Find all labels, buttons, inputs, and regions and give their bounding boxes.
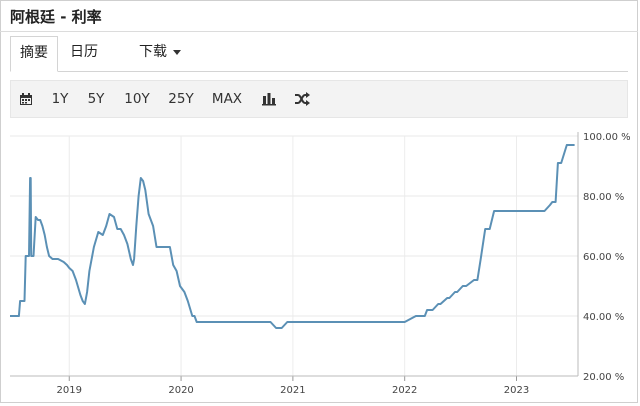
tab-calendar[interactable]: 日历 (62, 36, 106, 72)
y-tick-label: 40.00 % (583, 312, 624, 323)
y-tick-label: 80.00 % (583, 192, 624, 203)
title-divider (0, 31, 638, 32)
interest-rate-chart: 100.00 % 80.00 % 60.00 % 40.00 % 20.00 % 2019… (10, 132, 631, 396)
x-tick-label: 2019 (57, 385, 82, 396)
x-tick-label: 2021 (280, 385, 305, 396)
tab-bar: 摘要 日历 下载 (10, 36, 628, 72)
x-tick-label: 2022 (392, 385, 417, 396)
tab-download-label: 下载 (139, 44, 167, 60)
x-tick-label: 2023 (504, 385, 529, 396)
tab-summary[interactable]: 摘要 (10, 36, 58, 72)
tabs-divider (10, 71, 628, 72)
y-tick-label: 60.00 % (583, 252, 624, 263)
tab-summary-label: 摘要 (20, 45, 48, 61)
page-title: 阿根廷 - 利率 (10, 8, 102, 26)
range-10y-button[interactable]: 10Y (124, 91, 150, 107)
calendar-button[interactable] (15, 81, 37, 117)
bar-chart-button[interactable] (259, 81, 279, 117)
chart-container: 100.00 % 80.00 % 60.00 % 40.00 % 20.00 % 2019… (10, 124, 631, 402)
shuffle-button[interactable] (291, 81, 313, 117)
range-5y-button[interactable]: 5Y (87, 91, 105, 107)
y-tick-label: 20.00 % (583, 372, 624, 383)
series-line (10, 144, 575, 329)
x-tick-label: 2020 (168, 385, 193, 396)
bar-chart-icon (262, 93, 276, 106)
shuffle-icon (295, 92, 310, 106)
range-max-button[interactable]: MAX (211, 91, 243, 107)
range-25y-button[interactable]: 25Y (168, 91, 194, 107)
y-tick-label: 100.00 % (583, 132, 630, 143)
range-1y-button[interactable]: 1Y (51, 91, 69, 107)
calendar-icon (20, 93, 32, 105)
tab-calendar-label: 日历 (70, 44, 98, 60)
tab-download[interactable]: 下载 (132, 36, 188, 72)
chevron-down-icon (173, 49, 181, 55)
chart-toolbar: 1Y 5Y 10Y 25Y MAX (10, 80, 628, 118)
